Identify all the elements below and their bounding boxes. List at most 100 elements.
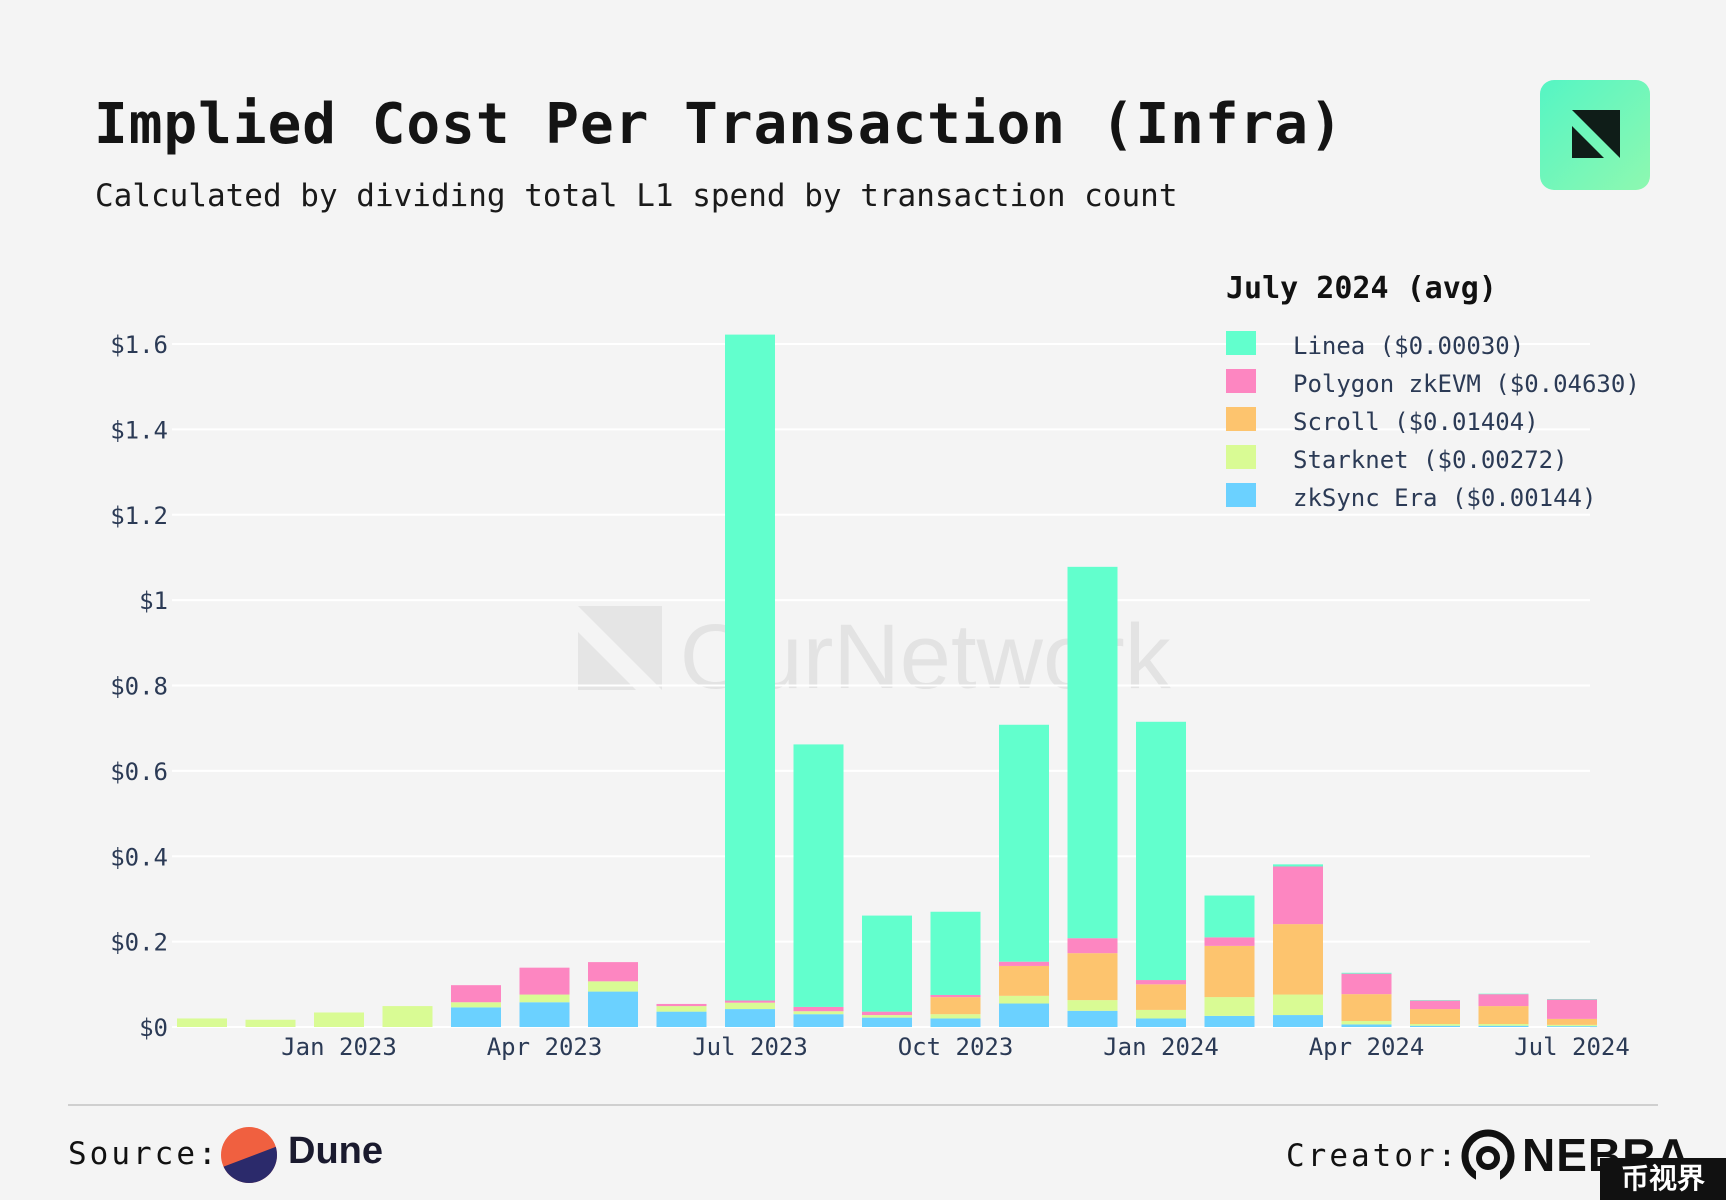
corner-watermark-tag: 币视界	[1600, 1158, 1726, 1200]
bar-segment	[588, 981, 638, 992]
bar-segment	[451, 1007, 501, 1027]
bar-segment	[1136, 984, 1186, 1010]
bar-segment	[1410, 1024, 1460, 1026]
source-label: Source:	[68, 1136, 220, 1172]
x-tick-label: Jul 2023	[692, 1033, 808, 1061]
bar-segment	[1478, 1006, 1529, 1025]
bar-segment	[1547, 999, 1597, 1019]
ournetwork-logo-badge	[1540, 80, 1650, 190]
bar-segment	[177, 1018, 227, 1027]
bar-segment	[793, 1006, 844, 1012]
bar-segment	[519, 994, 570, 1003]
x-tick-label: Apr 2023	[487, 1033, 603, 1061]
bar-segment	[1341, 972, 1392, 974]
bar-segment	[656, 1011, 707, 1027]
bar-segment	[1478, 994, 1529, 1007]
bar-segment	[1136, 980, 1186, 985]
bar-segment	[1478, 1024, 1529, 1026]
bar-segment	[1478, 1025, 1529, 1027]
legend-swatch	[1226, 369, 1256, 393]
bar-segment	[793, 744, 844, 1007]
creator-label: Creator:	[1286, 1138, 1460, 1174]
bar-segment	[1273, 866, 1323, 925]
bar-segment	[1410, 1009, 1460, 1025]
bar-segment	[1067, 938, 1118, 954]
bar-segment	[930, 997, 981, 1015]
ournetwork-logo-icon	[1572, 110, 1620, 158]
legend-swatch	[1226, 331, 1256, 355]
bar-segment	[1204, 945, 1255, 998]
y-tick-label: $0.2	[110, 929, 168, 957]
bar-segment	[519, 1002, 570, 1027]
bar-segment	[1410, 1000, 1460, 1001]
bar-segment	[245, 1019, 296, 1027]
bar-segment	[519, 967, 570, 995]
bar-segment	[1341, 973, 1392, 995]
footer-divider	[68, 1104, 1658, 1106]
bar-segment	[1547, 1026, 1597, 1027]
bar-segment	[930, 994, 981, 998]
dune-logo-icon	[221, 1127, 277, 1183]
bar-segment	[930, 911, 981, 995]
bar-segment	[1204, 895, 1255, 938]
bar-segment	[999, 965, 1049, 996]
bar-segment	[451, 985, 501, 1003]
chart-title: Implied Cost Per Transaction (Infra)	[94, 92, 1344, 157]
bar-segment	[1273, 924, 1323, 995]
bar-segment	[1067, 1010, 1118, 1027]
x-axis-labels: Jan 2023 Apr 2023 Jul 2023 Oct 2023 Jan 2024…	[281, 1033, 1630, 1061]
chart-canvas: OurNetwork $0$0.2$0.4$0.6$0.8$1$1.2$1.4$…	[110, 271, 1640, 1061]
dune-name: Dune	[288, 1130, 383, 1172]
bar-segment	[588, 962, 638, 982]
y-tick-label: $0.4	[110, 843, 168, 871]
bar-segment	[999, 995, 1049, 1004]
y-tick-label: $0	[139, 1014, 168, 1042]
bar-segment	[999, 961, 1049, 966]
bar-segment	[1204, 997, 1255, 1016]
bar-segment	[1547, 1018, 1597, 1025]
bar-segment	[1067, 1000, 1118, 1011]
bar-segment	[656, 1006, 707, 1012]
x-tick-label: Apr 2024	[1309, 1033, 1425, 1061]
bar-segment	[1341, 994, 1392, 1022]
y-tick-label: $0.8	[110, 673, 168, 701]
bar-segment	[1204, 937, 1255, 946]
bar-segment	[656, 1003, 707, 1007]
bar-segment	[314, 1012, 364, 1027]
bar-segment	[930, 1018, 981, 1027]
bar-segment	[930, 1014, 981, 1019]
bar-segment	[1136, 721, 1186, 981]
bar-segment	[1478, 993, 1529, 995]
legend: July 2024 (avg) Linea ($0.00030) Polygon …	[1226, 271, 1640, 512]
legend-title: July 2024 (avg)	[1226, 271, 1497, 306]
bar-segment	[1067, 953, 1118, 1001]
bar-segment	[999, 724, 1049, 962]
bar-segment	[1410, 1000, 1460, 1010]
bar-segment	[862, 1015, 912, 1018]
bar-segment	[725, 1002, 775, 1010]
legend-item-label: Linea ($0.00030)	[1293, 332, 1524, 360]
bar-segment	[1204, 1015, 1255, 1027]
y-axis-labels: $0 $0.2 $0.4 $0.6 $0.8 $1 $1.2 $1.4 $1.6	[110, 331, 168, 1042]
legend-swatch	[1226, 407, 1256, 431]
bar-segment	[588, 991, 638, 1027]
bar-segment	[1136, 1018, 1186, 1027]
bar-segment	[1273, 864, 1323, 867]
chart-subtitle: Calculated by dividing total L1 spend by…	[95, 178, 1178, 214]
bar-segment	[725, 334, 775, 1001]
bar-segment	[1341, 1024, 1392, 1027]
x-tick-label: Oct 2023	[898, 1033, 1014, 1061]
legend-item-label: Starknet ($0.00272)	[1293, 446, 1568, 474]
bar-segment	[382, 1006, 433, 1027]
y-tick-label: $1.4	[110, 416, 168, 444]
x-tick-label: Jan 2024	[1103, 1033, 1219, 1061]
bar-segment	[725, 1000, 775, 1003]
bar-segment	[1547, 999, 1597, 1000]
bars	[177, 334, 1597, 1027]
bar-segment	[1547, 1024, 1597, 1027]
bar-segment	[725, 1009, 775, 1027]
bar-segment	[999, 1003, 1049, 1027]
bar-segment	[862, 915, 912, 1012]
y-tick-label: $0.6	[110, 758, 168, 786]
legend-item-label: Scroll ($0.01404)	[1293, 408, 1539, 436]
